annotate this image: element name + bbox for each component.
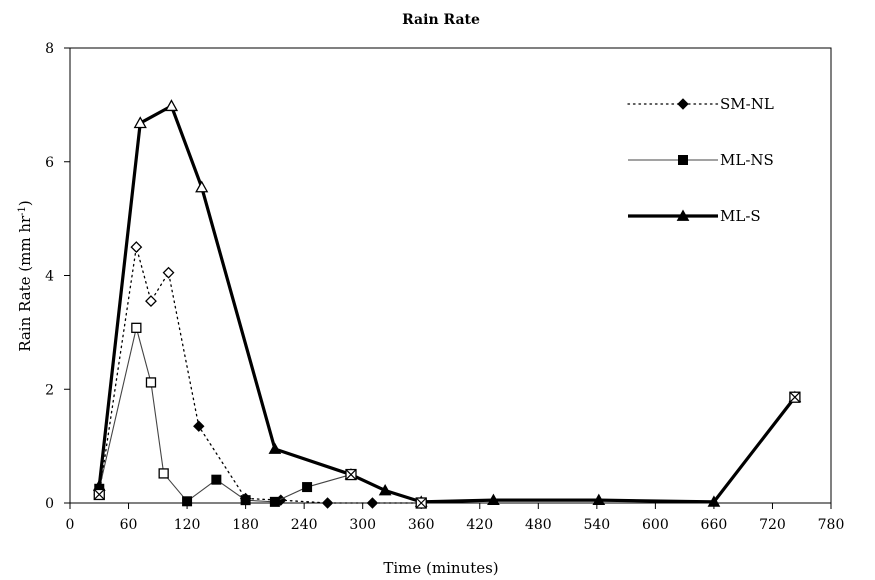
data-point-ml-s [268,442,282,454]
crossed-point [345,468,357,481]
data-point-ml-s [133,116,147,129]
x-tick-label-660: 660 [701,517,728,533]
legend-item-sm-nl: SM-NL [627,95,774,113]
crossed-point [93,488,105,501]
x-tick-label-120: 120 [174,517,201,533]
y-axis-label-close: ) [16,200,34,206]
data-point-sm-nl [321,497,334,509]
legend-marker-sm-nl [677,98,689,110]
data-point-ml-s [378,483,392,496]
data-point-ml-ns [240,495,251,506]
series-line-ml-ns [98,327,352,503]
legend-item-ml-s: ML-S [628,207,761,225]
y-tick-label-2: 2 [45,382,54,398]
x-tick-label-0: 0 [66,517,75,533]
series-line-ml-s [97,104,797,504]
data-point-sm-nl [162,266,175,279]
y-axis-label-sup: -1 [17,206,28,216]
x-tick-label-300: 300 [349,517,376,533]
data-point-sm-nl [366,497,379,509]
legend-label-sm-nl: SM-NL [720,95,774,113]
data-point-ml-s [707,495,721,507]
crossed-point-x [345,469,357,480]
crossed-point-x [93,489,105,500]
axes: 0 60 120 180 240 300 360 420 480 540 600 660 720 780 0… [45,41,844,533]
x-tick-label-180: 180 [232,517,259,533]
data-point-ml-s [592,493,606,506]
data-point-sm-nl [193,420,205,432]
data-point-ml-s [487,493,500,506]
data-point-sm-nl [145,295,157,308]
data-point-ml-s [195,180,209,193]
plot-area [92,99,802,509]
crossed-point-x [789,391,801,403]
y-tick-label-8: 8 [45,41,54,57]
legend-label-ml-ns: ML-NS [720,151,774,169]
crossed-point-x [415,497,427,509]
y-tick-label-0: 0 [45,496,54,512]
legend: SM-NL ML-NS ML-S [627,95,774,225]
crossed-point [789,391,801,403]
x-axis-label: Time (minutes) [383,559,498,577]
data-point-ml-s [164,99,179,112]
y-axis-label-base: Rain Rate (mm hr [16,215,34,352]
x-tick-label-720: 720 [759,517,786,533]
x-tick-label-600: 600 [642,517,669,533]
series-line-sm-nl [98,246,422,504]
x-tick-label-540: 540 [583,517,610,533]
y-tick-label-4: 4 [45,269,54,285]
x-tick-label-60: 60 [120,517,138,533]
x-tick-label-360: 360 [408,517,435,533]
data-point-ml-ns [145,377,157,388]
data-point-ml-ns [182,496,193,507]
x-tick-label-240: 240 [291,517,318,533]
chart-title: Rain Rate [402,12,480,28]
crossed-point [415,497,427,509]
legend-marker-ml-s [676,209,690,221]
legend-item-ml-ns: ML-NS [628,151,774,169]
legend-marker-ml-ns [678,155,688,165]
data-point-ml-ns [302,482,313,493]
plot-frame [69,47,832,504]
x-tick-label-480: 480 [525,517,552,533]
data-point-ml-ns [211,474,222,485]
y-axis-label: Rain Rate (mm hr-1) [16,200,34,352]
legend-label-ml-s: ML-S [720,207,761,225]
x-tick-label-420: 420 [466,517,493,533]
data-point-ml-ns [158,468,169,479]
x-tick-label-780: 780 [818,517,845,533]
data-point-ml-ns [269,496,280,507]
y-tick-label-6: 6 [45,155,54,171]
data-point-sm-nl [130,241,143,253]
data-point-ml-ns [131,322,142,333]
